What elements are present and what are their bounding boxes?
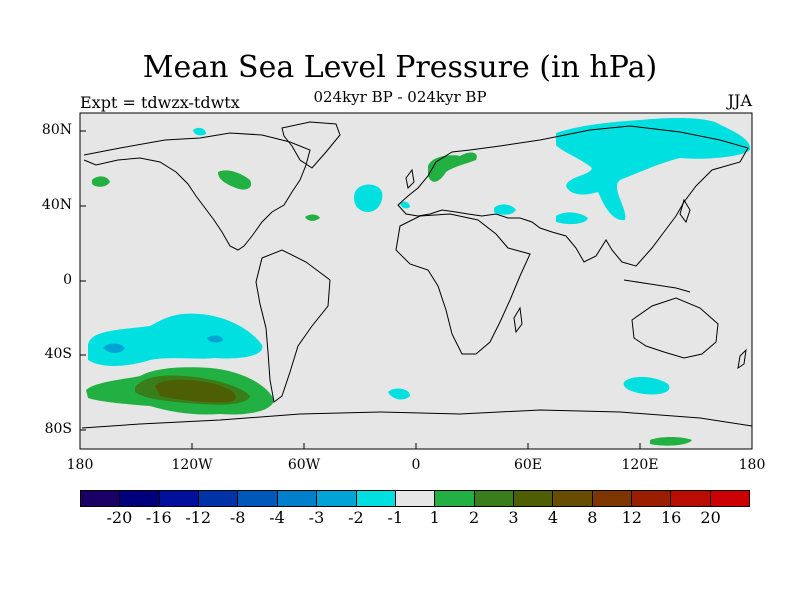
lon-label: 120W	[171, 457, 213, 473]
lat-label: 80S	[44, 421, 72, 437]
coastlines	[81, 121, 753, 429]
colorbar-label: 12	[621, 508, 642, 527]
anomaly-region-central-asia	[556, 212, 588, 225]
coastline-australia	[631, 297, 719, 359]
coastline-japan	[679, 198, 691, 224]
anomaly-region-south-atlantic	[388, 388, 410, 400]
colorbar-swatch	[435, 491, 475, 506]
colorbar-label: -20	[106, 508, 133, 527]
coastline-new-zealand	[737, 348, 747, 370]
colorbar-swatch	[671, 491, 711, 506]
colorbar-swatch	[120, 491, 160, 506]
anomaly-region-siberia	[556, 117, 751, 221]
colorbar-swatch	[199, 491, 239, 506]
anomaly-region-europe	[494, 204, 516, 215]
coastline-antarctica	[81, 409, 753, 429]
anomaly-region-southern-indian	[623, 376, 670, 395]
lon-label: 60W	[287, 457, 321, 473]
colorbar-swatch	[81, 491, 121, 506]
colorbar-swatch	[238, 491, 278, 506]
colorbar-swatch	[553, 491, 593, 506]
colorbar-label: 20	[700, 508, 721, 527]
lat-label: 40S	[44, 346, 72, 362]
colorbar-label: 3	[508, 508, 519, 527]
colorbar-label: -4	[269, 508, 285, 527]
axis-ticks	[80, 130, 641, 449]
anomaly-region-iberia	[400, 201, 410, 209]
anomaly-region-south-pacific	[88, 313, 263, 366]
coastline-south-america	[255, 249, 331, 403]
anomaly-region-south-pacific-core	[103, 343, 125, 353]
anomaly-region-southern-ocean-peak	[155, 379, 236, 403]
colorbar-label: 16	[660, 508, 682, 527]
coastline-indonesia	[623, 279, 691, 293]
lon-label: 0	[411, 457, 421, 473]
lon-label: 180	[738, 457, 766, 473]
anomaly-region-north-atlantic	[354, 184, 383, 213]
colorbar-swatch	[632, 491, 672, 506]
colorbar-swatch	[356, 491, 396, 506]
lat-label: 80N	[41, 122, 72, 138]
colorbar-label: 4	[547, 508, 559, 527]
plot-subtitle: 024kyr BP - 024kyr BP	[313, 88, 487, 106]
colorbar-label: -1	[387, 508, 404, 527]
anomaly-region-alaska	[92, 176, 110, 187]
coastline-madagascar	[513, 306, 523, 334]
colorbar-label: 8	[587, 508, 598, 527]
anomaly-region-antarctica	[650, 437, 692, 446]
colorbar-swatch	[317, 491, 357, 506]
anomaly-region-atlantic-small	[305, 214, 320, 221]
anomaly-region-arctic-alaska	[193, 127, 206, 136]
lon-label: 120E	[621, 457, 659, 473]
coastline-uk	[405, 168, 415, 190]
colorbar-label: -16	[145, 508, 172, 527]
colorbar-swatch	[513, 491, 554, 506]
anomaly-region-south-pacific-core-2	[207, 335, 223, 343]
coastline-eurasia	[397, 125, 749, 267]
lat-label: 40N	[41, 197, 72, 213]
colorbar-swatch	[395, 491, 436, 506]
coastline-africa	[395, 213, 531, 355]
colorbar-label: -2	[348, 508, 364, 527]
lon-label: 60E	[513, 457, 543, 473]
map-plot-area	[79, 112, 753, 450]
pressure-anomaly-fill	[86, 117, 751, 446]
anomaly-region-canada	[218, 170, 252, 190]
season-label: JJA	[727, 91, 752, 110]
colorbar-swatch	[474, 491, 514, 506]
colorbar-label: -3	[308, 508, 325, 527]
experiment-label: Expt = tdwzx-tdwtx	[80, 93, 240, 112]
colorbar-swatch	[277, 491, 318, 506]
coastline-greenland	[281, 121, 341, 169]
colorbar-swatch	[592, 491, 633, 506]
colorbar-label: 2	[469, 508, 480, 527]
colorbar-swatch	[710, 491, 750, 506]
colorbar	[80, 490, 750, 507]
colorbar-swatch	[159, 491, 200, 506]
colorbar-label: -8	[229, 508, 246, 527]
plot-title: Mean Sea Level Pressure (in hPa)	[142, 50, 658, 85]
coastline-north-america	[83, 132, 311, 251]
colorbar-label: -12	[185, 508, 212, 527]
colorbar-label: 1	[429, 508, 440, 527]
lon-label: 180	[66, 457, 94, 473]
lat-label: 0	[63, 272, 72, 288]
